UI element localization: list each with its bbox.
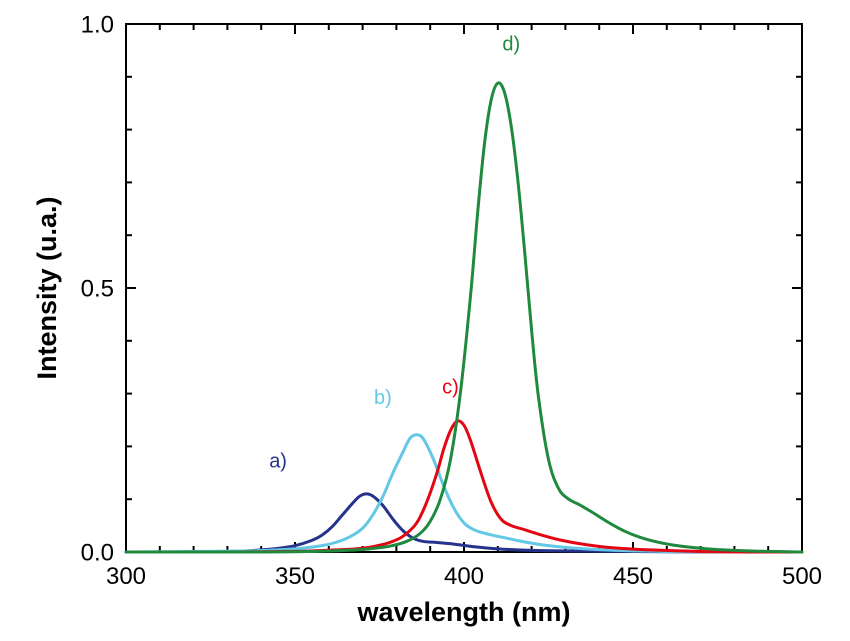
series-label-c: c): [442, 377, 459, 399]
x-tick-label: 450: [613, 563, 653, 590]
x-axis-label: wavelength (nm): [356, 597, 570, 627]
x-tick-label: 400: [444, 563, 484, 590]
y-tick-label: 0.0: [81, 539, 114, 566]
series-label-a: a): [269, 451, 287, 473]
series-label-b: b): [374, 387, 392, 409]
y-axis-label: Intensity (u.a.): [32, 196, 62, 379]
y-tick-label: 1.0: [81, 11, 114, 38]
x-tick-label: 500: [782, 563, 822, 590]
y-tick-label: 0.5: [81, 275, 114, 302]
x-tick-label: 300: [106, 563, 146, 590]
x-tick-label: 350: [275, 563, 315, 590]
series-label-d: d): [502, 33, 520, 55]
spectrum-chart: 300 350 400 450 500 0.0 0.5 1.0 wavelength (nm) I…: [0, 0, 850, 641]
